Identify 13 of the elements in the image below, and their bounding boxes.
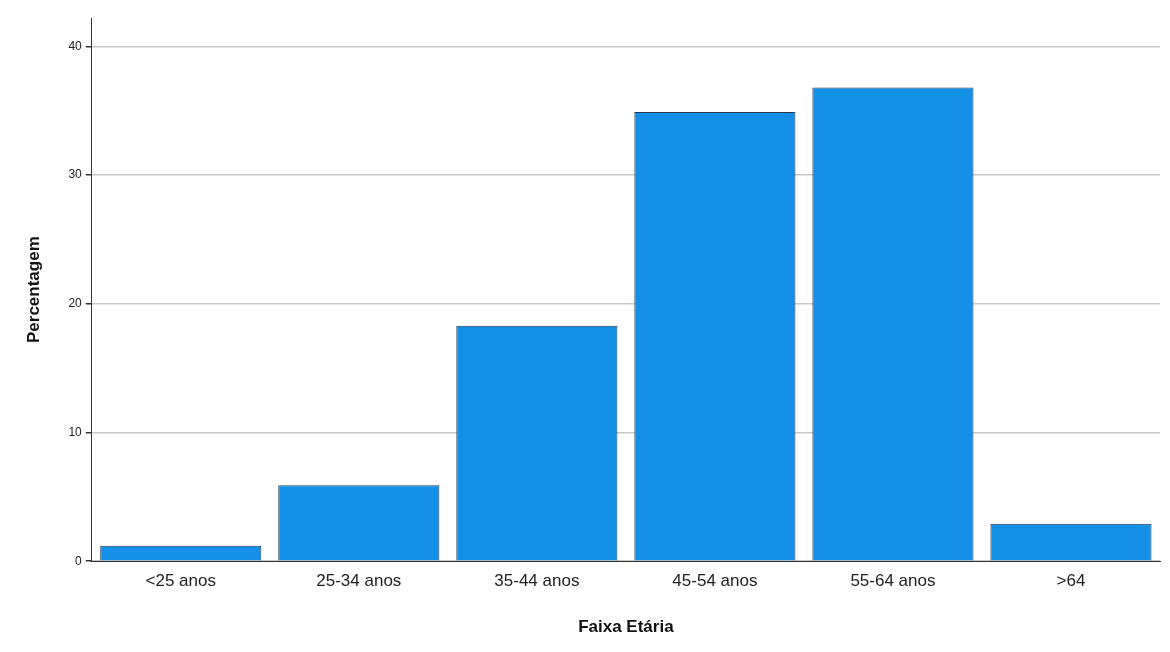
y-axis-title: Percentagem	[23, 236, 43, 343]
x-tick-label: <25 anos	[145, 571, 216, 591]
x-tick-label: 35-44 anos	[494, 571, 580, 591]
x-tick-label: >64	[1056, 571, 1086, 591]
y-tick-label: 30	[68, 167, 83, 182]
y-tick-label: 20	[68, 296, 83, 311]
y-tick-label: 10	[68, 424, 83, 439]
x-tick-label: 25-34 anos	[316, 571, 402, 591]
y-tick-label: 40	[68, 38, 83, 53]
x-tick-label: 45-54 anos	[672, 571, 758, 591]
x-tick-label: 55-64 anos	[850, 571, 936, 591]
y-tick-label: 0	[75, 553, 83, 568]
x-axis-title: Faixa Etária	[578, 617, 675, 637]
